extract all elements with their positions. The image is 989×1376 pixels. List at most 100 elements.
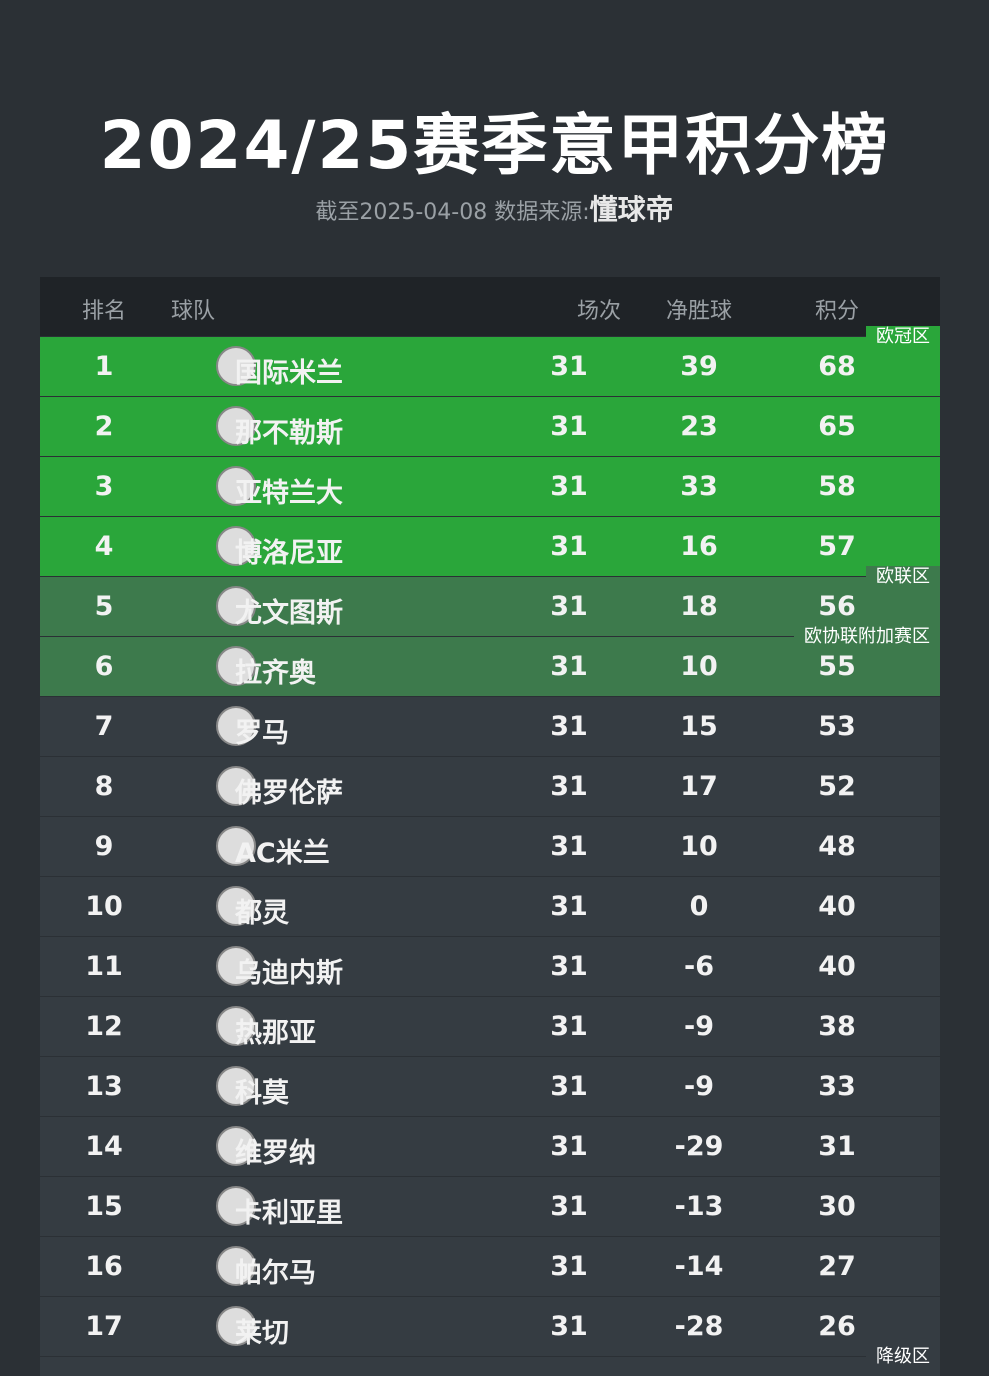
- table-row: 9 AC米兰 31 10 48: [40, 817, 940, 877]
- rank: 17: [85, 1311, 123, 1342]
- rank: 5: [94, 591, 114, 622]
- played: 31: [550, 951, 588, 982]
- source: 懂球帝: [589, 193, 674, 226]
- points: 40: [818, 951, 856, 982]
- goal-diff: -9: [684, 1071, 714, 1102]
- column-header: 场次: [576, 299, 621, 324]
- zone-label: 降级区: [866, 1346, 940, 1368]
- column-header: 积分: [814, 299, 859, 324]
- table-row: 4 博洛尼亚 31 16 57: [40, 517, 940, 577]
- rank: 15: [85, 1191, 123, 1222]
- played: 31: [550, 1191, 588, 1222]
- team-name: 卡利亚里: [235, 1198, 343, 1229]
- played: 31: [550, 1011, 588, 1042]
- goal-diff: 15: [680, 711, 718, 742]
- table-row: 11 乌迪内斯 31 -6 40: [40, 937, 940, 997]
- played: 31: [550, 1131, 588, 1162]
- subtitle-text: 截至2025-04-08 数据来源:: [315, 200, 590, 225]
- rank: 8: [94, 771, 114, 802]
- goal-diff: 33: [680, 471, 718, 502]
- goal-diff: 0: [689, 891, 709, 922]
- column-header: 球队: [171, 299, 216, 324]
- team-name: 都灵: [235, 898, 289, 929]
- team-logo: [216, 826, 256, 866]
- table-row: 6 拉齐奥 31 10 55: [40, 637, 940, 697]
- rank: 6: [94, 651, 114, 682]
- team-logo: [216, 406, 256, 446]
- played: 31: [550, 531, 588, 562]
- team-logo: [216, 346, 256, 386]
- rank: 10: [85, 891, 123, 922]
- table-row: 16 帕尔马 31 -14 27: [40, 1237, 940, 1297]
- points: 53: [818, 711, 856, 742]
- points: 65: [818, 411, 856, 442]
- played: 31: [550, 891, 588, 922]
- table-row: 15 卡利亚里 31 -13 30: [40, 1177, 940, 1237]
- table-row: [40, 1357, 940, 1376]
- rank: 13: [85, 1071, 123, 1102]
- points: 31: [818, 1131, 856, 1162]
- played: 31: [550, 351, 588, 382]
- team-name: 国际米兰: [235, 358, 343, 389]
- table-row: 13 科莫 31 -9 33: [40, 1057, 940, 1117]
- goal-diff: 10: [680, 651, 718, 682]
- rank: 12: [85, 1011, 123, 1042]
- points: 33: [818, 1071, 856, 1102]
- team-logo: [216, 1246, 256, 1286]
- team-name: 博洛尼亚: [235, 538, 343, 569]
- points: 26: [818, 1311, 856, 1342]
- team-name: 莱切: [235, 1318, 289, 1349]
- points: 57: [818, 531, 856, 562]
- table-header: 排名 球队 场次 净胜球 积分: [40, 277, 940, 336]
- rank: 3: [94, 471, 114, 502]
- goal-diff: 39: [680, 351, 718, 382]
- points: 52: [818, 771, 856, 802]
- team-name: 帕尔马: [235, 1258, 316, 1289]
- team-logo: [216, 466, 256, 506]
- points: 30: [818, 1191, 856, 1222]
- rank: 9: [94, 831, 114, 862]
- points: 40: [818, 891, 856, 922]
- played: 31: [550, 711, 588, 742]
- played: 31: [550, 411, 588, 442]
- team-name: 那不勒斯: [235, 418, 343, 449]
- team-name: 拉齐奥: [235, 658, 316, 689]
- table-row: 2 那不勒斯 31 23 65: [40, 397, 940, 457]
- played: 31: [550, 651, 588, 682]
- table-row: 17 莱切 31 -28 26: [40, 1297, 940, 1357]
- table-row: 8 佛罗伦萨 31 17 52: [40, 757, 940, 817]
- goal-diff: -28: [674, 1311, 724, 1342]
- team-name: AC米兰: [235, 838, 330, 869]
- points: 27: [818, 1251, 856, 1282]
- team-name: 维罗纳: [235, 1138, 316, 1169]
- points: 38: [818, 1011, 856, 1042]
- title: 2024/25赛季意甲积分榜: [99, 107, 890, 184]
- goal-diff: -29: [674, 1131, 724, 1162]
- team-logo: [216, 946, 256, 986]
- rank: 14: [85, 1131, 123, 1162]
- table-row: 3 亚特兰大 31 33 58: [40, 457, 940, 517]
- played: 31: [550, 471, 588, 502]
- team-logo: [216, 706, 256, 746]
- points: 56: [818, 591, 856, 622]
- team-logo: [216, 886, 256, 926]
- zone-label: 欧联区: [866, 566, 940, 588]
- points: 58: [818, 471, 856, 502]
- team-name: 罗马: [235, 718, 289, 749]
- rank: 1: [94, 351, 114, 382]
- played: 31: [550, 591, 588, 622]
- rank: 4: [94, 531, 114, 562]
- table-row: 1 国际米兰 31 39 68: [40, 337, 940, 397]
- goal-diff: 18: [680, 591, 718, 622]
- team-logo: [216, 1186, 256, 1226]
- team-logo: [216, 1066, 256, 1106]
- column-header: 净胜球: [665, 299, 732, 324]
- played: 31: [550, 771, 588, 802]
- goal-diff: -9: [684, 1011, 714, 1042]
- team-name: 乌迪内斯: [235, 958, 343, 989]
- subtitle: 截至2025-04-08 数据来源:懂球帝: [0, 188, 989, 228]
- played: 31: [550, 1311, 588, 1342]
- team-name: 热那亚: [235, 1018, 316, 1049]
- rank: 7: [94, 711, 114, 742]
